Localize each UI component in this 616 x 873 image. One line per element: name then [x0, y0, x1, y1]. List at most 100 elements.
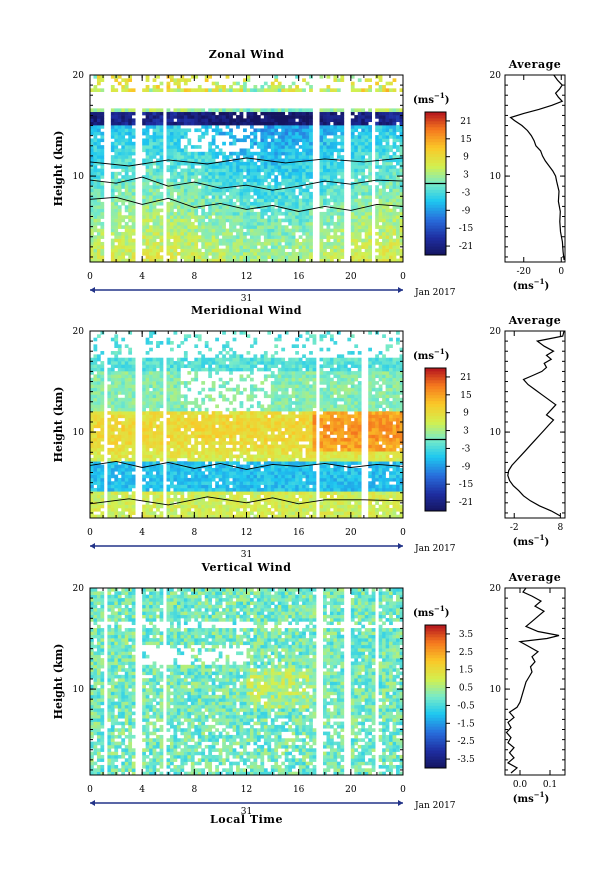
heatmap-cell — [305, 255, 310, 259]
heatmap-cell — [326, 115, 331, 119]
heatmap-cell — [183, 151, 188, 156]
heatmap-cell — [194, 171, 199, 176]
heatmap-cell — [124, 437, 129, 442]
heatmap-cell — [281, 135, 286, 139]
heatmap-cell — [169, 218, 174, 223]
heatmap-cell — [142, 507, 146, 512]
heatmap-cell — [340, 188, 345, 193]
heatmap-cell — [361, 118, 366, 123]
heatmap-cell — [319, 125, 324, 129]
heatmap-cell — [201, 131, 206, 136]
heatmap-cell — [176, 417, 181, 422]
heatmap-cell — [183, 357, 188, 362]
heatmap-cell — [263, 258, 268, 263]
heatmap-cell — [124, 168, 129, 173]
heatmap-cell — [392, 185, 397, 189]
heatmap-cell — [197, 487, 202, 492]
heatmap-cell — [291, 248, 296, 253]
heatmap-cell — [169, 491, 174, 495]
heatmap-cell — [291, 155, 296, 159]
heatmap-cell — [100, 188, 105, 193]
heatmap-cell — [357, 111, 362, 116]
heatmap-cell — [249, 215, 254, 219]
heatmap-cell — [340, 225, 345, 229]
heatmap-cell — [190, 364, 195, 369]
heatmap-cell — [149, 481, 153, 485]
heatmap-cell — [329, 211, 334, 216]
heatmap-cell — [309, 225, 313, 229]
heatmap-cell — [176, 404, 181, 409]
heatmap-cell — [229, 238, 233, 243]
heatmap-cell — [173, 181, 178, 186]
heatmap-cell — [173, 171, 178, 176]
heatmap-cell — [176, 218, 181, 223]
heatmap-cell — [100, 474, 105, 479]
heatmap-cell — [399, 221, 404, 226]
heatmap-cell — [256, 128, 261, 133]
heatmap-cell — [229, 135, 233, 139]
heatmap-cell — [267, 235, 272, 239]
heatmap-cell — [336, 78, 341, 82]
heatmap-cell — [350, 248, 355, 253]
heatmap-cell — [169, 248, 174, 253]
heatmap-cell — [305, 175, 310, 179]
heatmap-cell — [110, 125, 115, 129]
heatmap-cell — [309, 238, 313, 243]
heatmap-cell — [156, 188, 160, 193]
heatmap-cell — [270, 138, 275, 143]
heatmap-cell — [277, 218, 282, 223]
heatmap-cell — [100, 148, 105, 153]
heatmap-cell — [100, 504, 105, 509]
heatmap-cell — [361, 165, 366, 169]
heatmap-cell — [131, 161, 136, 166]
heatmap-cell — [93, 514, 98, 519]
heatmap-cell — [183, 381, 188, 385]
heatmap-cell — [100, 331, 105, 335]
heatmap-cell — [368, 235, 372, 239]
heatmap-cell — [239, 231, 244, 236]
heatmap-cell — [152, 118, 157, 123]
heatmap-cell — [277, 208, 282, 213]
heatmap-cell — [156, 401, 160, 405]
heatmap-cell — [190, 191, 195, 196]
heatmap-cell — [211, 108, 216, 113]
heatmap-cell — [267, 155, 272, 159]
heatmap-cell — [149, 457, 153, 462]
heatmap-cell — [93, 407, 98, 412]
heatmap-cell — [152, 175, 157, 179]
heatmap-cell — [229, 231, 233, 236]
heatmap-cell — [117, 484, 122, 489]
heatmap-cell — [263, 231, 268, 236]
heatmap-cell — [145, 411, 150, 415]
heatmap-cell — [121, 108, 126, 113]
heatmap-cell — [187, 185, 192, 189]
heatmap-cell — [392, 78, 397, 82]
heatmap-cell — [128, 401, 133, 405]
heatmap-cell — [169, 188, 174, 193]
heatmap-cell — [208, 248, 213, 253]
heatmap-cell — [399, 205, 404, 209]
heatmap-cell — [176, 208, 181, 213]
heatmap-cell — [274, 108, 279, 113]
heatmap-cell — [357, 145, 362, 149]
heatmap-cell — [368, 185, 372, 189]
heatmap-cell — [176, 125, 181, 129]
heatmap-cell — [142, 487, 146, 492]
heatmap-cell — [117, 367, 122, 372]
heatmap-cell — [281, 85, 286, 89]
heatmap-cell — [173, 427, 178, 432]
heatmap-cell — [239, 225, 244, 229]
heatmap-cell — [270, 238, 275, 243]
heatmap-cell — [190, 421, 195, 425]
heatmap-cell — [180, 474, 185, 479]
heatmap-cell — [180, 148, 185, 153]
heatmap-cell — [375, 211, 379, 216]
heatmap-cell — [319, 201, 324, 206]
heatmap-cell — [368, 201, 372, 206]
heatmap-cell — [176, 504, 181, 509]
heatmap-cell — [187, 115, 192, 119]
heatmap-cell — [128, 228, 133, 233]
heatmap-cell — [392, 131, 397, 136]
heatmap-cell — [117, 225, 122, 229]
